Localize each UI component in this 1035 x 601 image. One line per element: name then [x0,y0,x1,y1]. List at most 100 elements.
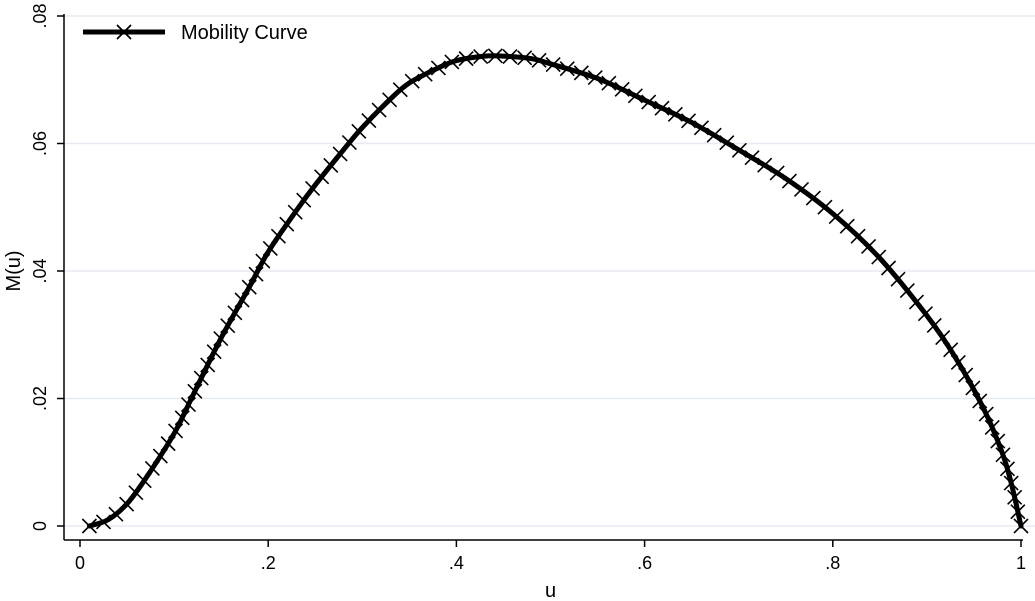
series-marker [1013,518,1029,534]
series-marker [152,448,168,464]
x-tick-label: 1 [1016,553,1026,573]
series-marker [573,65,589,81]
axes [63,14,1023,541]
series-marker [641,94,657,110]
series-marker [517,50,533,66]
series-marker [296,192,312,208]
x-tick-label: .4 [449,553,464,573]
series-marker [871,249,887,265]
series-marker [341,135,357,151]
series-marker [227,305,243,321]
x-tick-label: 0 [75,553,85,573]
series-marker [908,294,925,310]
series-marker [144,460,160,476]
series-marker [95,514,112,530]
series-marker [392,82,408,98]
series-marker [545,57,561,73]
y-tick-label: .02 [30,386,50,411]
series-marker [719,135,735,151]
series-marker [473,49,489,65]
series-marker [731,142,747,158]
series-marker [978,406,994,422]
series-marker [950,354,966,370]
series-marker [270,228,286,244]
y-tick-label: .04 [30,258,50,283]
series-marker [995,447,1011,463]
series-marker [757,157,773,173]
series-marker [899,283,915,299]
series-marker [255,253,271,269]
series-marker [323,157,339,173]
series-marker [279,216,295,232]
series-marker [168,423,184,439]
series-marker [559,61,575,77]
ticks: 0 .02 .04 .06 .08 0 .2 .4 .6 .8 1 [30,3,1026,573]
series-marker [958,367,974,383]
series-marker [136,473,152,489]
series-marker [213,331,229,347]
series-marker [444,54,460,70]
series-marker [119,496,135,512]
series-marker [654,100,670,116]
series-marker [965,380,981,396]
series-marker [531,52,547,68]
series-marker [1007,489,1023,505]
series-marker [935,329,951,346]
series-marker [817,199,833,215]
series-marker [332,146,348,162]
y-tick-label: .08 [30,3,50,28]
series-layer [81,48,1029,534]
series-marker [627,88,643,104]
x-axis-title: u [545,580,556,601]
series-marker [828,208,844,225]
series-marker [781,173,797,189]
series-marker [248,266,264,282]
series-marker [769,165,785,181]
series-marker [601,75,617,91]
series-marker [193,370,209,386]
series-marker [587,70,603,86]
gridlines [64,15,1035,527]
series-marker [128,485,144,501]
series-marker [805,190,821,206]
series-marker [999,461,1016,477]
series-marker [984,419,1000,436]
series-marker [287,204,303,220]
series-marker [180,396,197,413]
legend: Mobility Curve [83,22,308,44]
series-marker [890,271,906,287]
series-marker [430,60,446,76]
series-marker [404,73,420,89]
series-marker [487,48,503,64]
series-marker [943,342,959,358]
series-marker [744,150,760,166]
x-tick-label: .2 [261,553,276,573]
y-tick-label: .06 [30,131,50,156]
series-marker [220,318,236,334]
series-marker [200,357,216,373]
legend-label: Mobility Curve [181,22,308,44]
series-marker [926,317,942,334]
series-marker [241,279,257,295]
legend-x-marker [116,24,132,40]
y-axis-title: M(u) [3,250,25,291]
series-marker [1003,475,1019,491]
series-marker [1010,504,1026,520]
series-marker [417,66,433,82]
series-marker [262,240,278,257]
series-marker [81,518,97,534]
series-marker [206,344,222,360]
y-tick-label: 0 [30,521,50,531]
series-marker [502,48,518,65]
series-marker [972,393,988,409]
series-marker [160,436,176,452]
series-marker [680,113,697,129]
series-marker [793,181,810,198]
series-marker [706,127,722,143]
series-marker [174,410,190,426]
x-tick-label: .8 [825,553,840,573]
legend-marker-stroke [116,24,132,40]
series-marker [667,106,683,122]
